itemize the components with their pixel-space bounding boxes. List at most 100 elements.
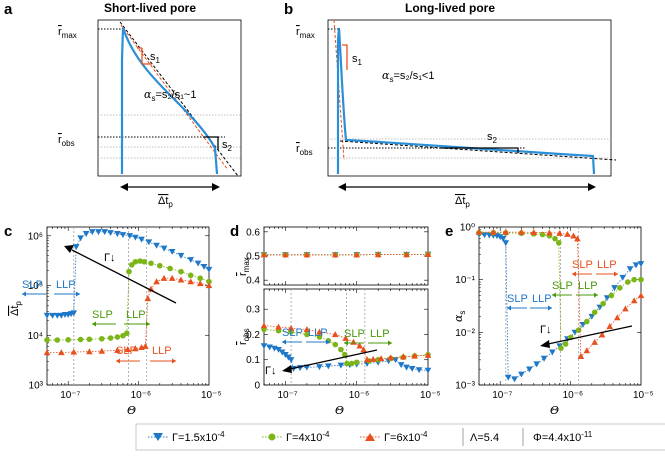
plot-e-series-0-point bbox=[626, 266, 634, 273]
plot-e-series-1-point bbox=[552, 235, 558, 242]
legend-item-2: Γ=4x10-4 bbox=[286, 430, 330, 444]
plot-c-series-2-point bbox=[205, 282, 213, 289]
panel-b-s2-bracket bbox=[440, 147, 519, 153]
plot-d_bot-series-0-point bbox=[316, 364, 323, 371]
plot-c-frame bbox=[46, 226, 210, 386]
plot-d_bot-series-2-point bbox=[369, 355, 377, 362]
panel-d-xlabel: Θ bbox=[335, 404, 344, 417]
panel-b-letter: b bbox=[284, 1, 293, 18]
legend-triangle-up-icon bbox=[365, 433, 375, 441]
panel-c-llp-blue: LLP bbox=[56, 279, 76, 291]
panel-d-slp-green: SLP bbox=[344, 328, 365, 340]
plot-d_bot-series-0-point bbox=[415, 367, 423, 374]
plot-e-ytick: 10⁻² bbox=[455, 328, 475, 339]
panel-c-slp-blue: SLP bbox=[22, 279, 43, 291]
plot-d_bot-series-0-point bbox=[424, 367, 432, 374]
plot-e-series-2-point bbox=[583, 347, 591, 354]
plot-c-xtick: 10⁻⁵ bbox=[201, 390, 222, 401]
panel-b-alpha: αs=s₂/s₁<1 bbox=[382, 69, 434, 84]
plot-d_bot-ytick: 0 bbox=[254, 381, 260, 392]
plot-d_bot-series-0-point bbox=[337, 362, 345, 369]
plot-e-series-2-point bbox=[574, 235, 581, 242]
plot-d_bot-series-0-point bbox=[260, 343, 268, 350]
plot-c-ytick: 10⁴ bbox=[28, 331, 43, 342]
legend-item-1: Γ=1.5x10-4 bbox=[172, 430, 225, 444]
plot-c-series-0-point bbox=[153, 242, 160, 249]
plot-d_top-ytick: 0.4 bbox=[246, 276, 260, 287]
plot-e-series-0-point bbox=[540, 355, 548, 362]
panel-e-gamma-arrow bbox=[547, 325, 633, 345]
panel-b: b Long-lived pore s1 s2 αs=s₂/s₁<1 rmax … bbox=[284, 1, 617, 209]
plot-e-series-0-point bbox=[632, 262, 640, 269]
plot-c-series-0-point bbox=[119, 232, 127, 239]
plot-e-series-0-point bbox=[603, 295, 611, 302]
plot-e-series-2-point bbox=[475, 228, 483, 235]
plot-e-series-0-point bbox=[496, 234, 504, 241]
panel-c: c Δtp Θ 10⁻⁷ 10⁻⁶ 10⁻⁵ 10³ 10⁴ 10⁵ 10⁶ bbox=[4, 223, 222, 417]
plot-d_bot-series-0-point bbox=[266, 344, 273, 351]
plot-e-ytick: 10⁻¹ bbox=[455, 275, 475, 286]
panel-d-ylabel-bot: robs bbox=[237, 328, 251, 345]
plot-d_bot-series-2-point bbox=[411, 352, 418, 359]
panel-b-rmax-label: rmax bbox=[296, 26, 315, 40]
plot-c-series-1-point bbox=[98, 335, 105, 342]
plot-e-series-0-point bbox=[499, 236, 507, 242]
panel-e-slp-red: SLP bbox=[572, 259, 593, 271]
plot-d_top-series-2-point bbox=[260, 251, 268, 258]
panel-a-alpha: αs=s₂/s₁~1 bbox=[144, 88, 196, 103]
plot-e-xtick: 10⁻⁵ bbox=[633, 390, 654, 401]
plot-d_bot-series-2-point bbox=[342, 334, 349, 341]
plot-c-series-0-point bbox=[101, 229, 108, 236]
plot-e-series-1-point bbox=[631, 276, 637, 283]
plot-d_bot-series-2-point bbox=[363, 356, 371, 363]
plot-c-series-0-point bbox=[82, 231, 90, 238]
plot-e-series-2-point bbox=[613, 314, 621, 321]
plot-d_bot-series-1-point bbox=[316, 334, 323, 340]
panel-d-gamma: Γ↓ bbox=[265, 365, 277, 377]
plot-e-series-2-point bbox=[577, 353, 585, 359]
panel-c-slp-green: SLP bbox=[92, 309, 113, 321]
plot-e-ytick: 10⁻³ bbox=[455, 381, 475, 392]
plot-c-series-0-point bbox=[138, 236, 145, 243]
plot-c-ytick: 10⁵ bbox=[28, 281, 43, 292]
legend-box bbox=[135, 423, 665, 451]
plot-c-series-0-point bbox=[77, 235, 84, 242]
plot-e-series-1-point bbox=[562, 341, 569, 347]
panel-e-slp-blue: SLP bbox=[507, 293, 528, 305]
plot-e-series-2-point bbox=[591, 338, 599, 345]
plot-c-series-0-point bbox=[70, 310, 78, 317]
panel-c-slp-red: SLP bbox=[116, 345, 137, 357]
plot-e-series-2-point bbox=[606, 323, 614, 329]
plot-d_top-series-2-point bbox=[403, 251, 410, 258]
plot-d_bot-series-2-point bbox=[360, 346, 367, 353]
plot-e-frame bbox=[478, 226, 642, 386]
panel-d-llp-blue: LLP bbox=[308, 327, 328, 339]
plot-c-series-0-point bbox=[43, 312, 51, 319]
plot-e-series-1-point bbox=[584, 318, 590, 325]
plot-e-series-0-point bbox=[611, 285, 618, 292]
panel-a-s2-bracket bbox=[203, 136, 219, 150]
panel-a-letter: a bbox=[4, 1, 13, 18]
plot-d_bot-xtick: 10⁻⁶ bbox=[349, 390, 370, 401]
panel-d-letter: d bbox=[230, 223, 239, 240]
panel-b-s1: s bbox=[352, 53, 358, 65]
plot-d_top-series-2-point bbox=[303, 251, 311, 258]
plot-c-series-1-point bbox=[124, 330, 130, 336]
plot-e-series-2-point bbox=[622, 305, 629, 312]
plot-c-series-1-point bbox=[141, 258, 147, 265]
plot-c-series-0-point bbox=[177, 252, 185, 259]
panel-e-letter: e bbox=[445, 223, 453, 240]
plot-d_bot-series-1-point bbox=[304, 331, 310, 338]
plot-c-series-0-point bbox=[205, 266, 213, 273]
plot-e-ytick: 10⁰ bbox=[460, 223, 475, 234]
panel-b-curve bbox=[336, 27, 596, 175]
plot-d_bot-ytick: 0.1 bbox=[246, 355, 260, 366]
panel-b-robs-label: robs bbox=[296, 143, 313, 157]
plot-c-series-1-point bbox=[44, 337, 50, 343]
plot-e-series-0-point bbox=[549, 349, 556, 356]
plot-c-series-1-point bbox=[114, 334, 121, 340]
panel-a: a Short-lived pore s1 s2 αs=s₂/s₁~1 rmax… bbox=[4, 1, 242, 209]
panel-a-dt-label: Δtp bbox=[158, 195, 173, 209]
panel-a-curve bbox=[120, 27, 219, 175]
